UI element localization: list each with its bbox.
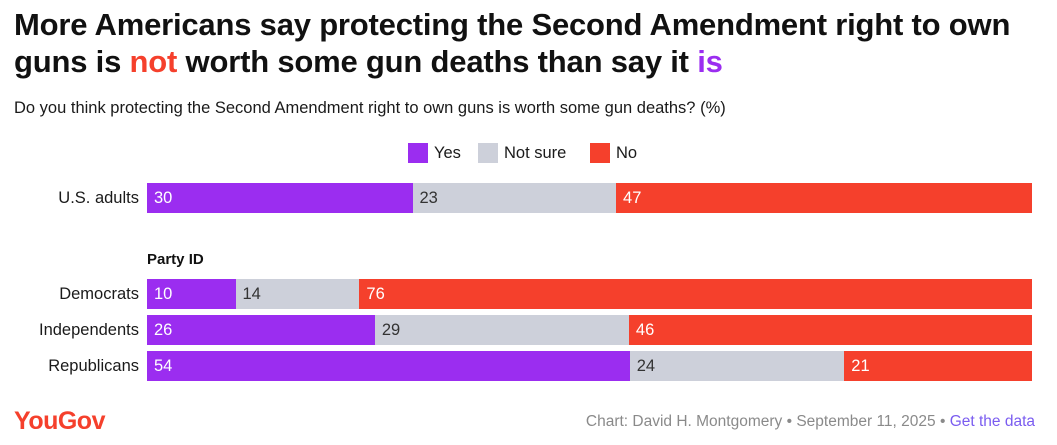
legend-item-not-sure: Not sure: [478, 143, 566, 163]
data-label-no: 21: [851, 357, 870, 375]
legend-swatch-not-sure: [478, 143, 498, 163]
bar-row-democrats: 10 14 76: [147, 279, 1032, 309]
yougov-logo: YouGov: [14, 407, 105, 435]
row-label-republicans: Republicans: [48, 357, 139, 375]
bar-segment-no: 47: [616, 183, 1032, 213]
data-label-not-sure: 24: [636, 357, 656, 375]
title-part-2: worth some gun deaths than say it: [177, 44, 698, 79]
legend-label-not-sure: Not sure: [504, 143, 567, 162]
bar-segment-not-sure: 23: [412, 183, 617, 213]
bar-segment-no: 76: [359, 279, 1032, 309]
legend-swatch-yes: [408, 143, 428, 163]
chart-footer: Chart: David H. Montgomery • September 1…: [586, 413, 1035, 431]
legend-label-yes: Yes: [434, 143, 461, 162]
data-label-yes: 54: [154, 357, 173, 375]
legend-item-yes: Yes: [408, 143, 461, 163]
row-label-democrats: Democrats: [59, 285, 139, 303]
bar-segment-yes: 30: [147, 183, 413, 213]
title-part-1: More Americans say protecting the Second…: [14, 7, 1011, 79]
bar-row-independents: 26 29 46: [147, 315, 1032, 345]
chart-subtitle: Do you think protecting the Second Amend…: [14, 99, 726, 117]
group-label-party-id: Party ID: [147, 251, 204, 268]
title-highlight-not: not: [129, 44, 178, 79]
data-label-yes: 30: [154, 189, 173, 207]
bar-segment-not-sure: 29: [374, 315, 629, 345]
row-label-independents: Independents: [38, 321, 139, 339]
chart-title: More Americans say protecting the Second…: [14, 6, 1044, 80]
bar-segment-yes: 10: [147, 279, 236, 309]
bar-segment-yes: 26: [147, 315, 375, 345]
data-label-not-sure: 29: [381, 321, 401, 339]
data-label-no: 47: [623, 189, 642, 207]
data-label-not-sure: 14: [242, 285, 261, 303]
bar-segment-not-sure: 24: [629, 351, 845, 381]
bar-segment-no: 21: [844, 351, 1032, 381]
footer-credit: Chart: David H. Montgomery • September 1…: [585, 413, 950, 430]
bar-segment-not-sure: 14: [235, 279, 360, 309]
chart-legend: Yes Not sure No: [0, 143, 1057, 163]
data-label-yes: 10: [154, 285, 173, 303]
data-label-no: 46: [635, 321, 655, 339]
data-label-not-sure: 23: [419, 189, 438, 207]
legend-label-no: No: [616, 143, 638, 162]
bar-segment-no: 46: [628, 315, 1032, 345]
data-label-no: 76: [366, 285, 385, 303]
title-highlight-is: is: [697, 44, 723, 79]
data-label-yes: 26: [154, 321, 173, 339]
bar-segment-yes: 54: [147, 351, 630, 381]
legend-swatch-no: [590, 143, 610, 163]
bar-row-us-adults: 30 23 47: [147, 183, 1032, 213]
get-the-data-link[interactable]: Get the data: [949, 413, 1035, 430]
legend-item-no: No: [590, 143, 637, 163]
bar-row-republicans: 54 24 21: [147, 351, 1032, 381]
row-label-us-adults: U.S. adults: [58, 189, 139, 207]
